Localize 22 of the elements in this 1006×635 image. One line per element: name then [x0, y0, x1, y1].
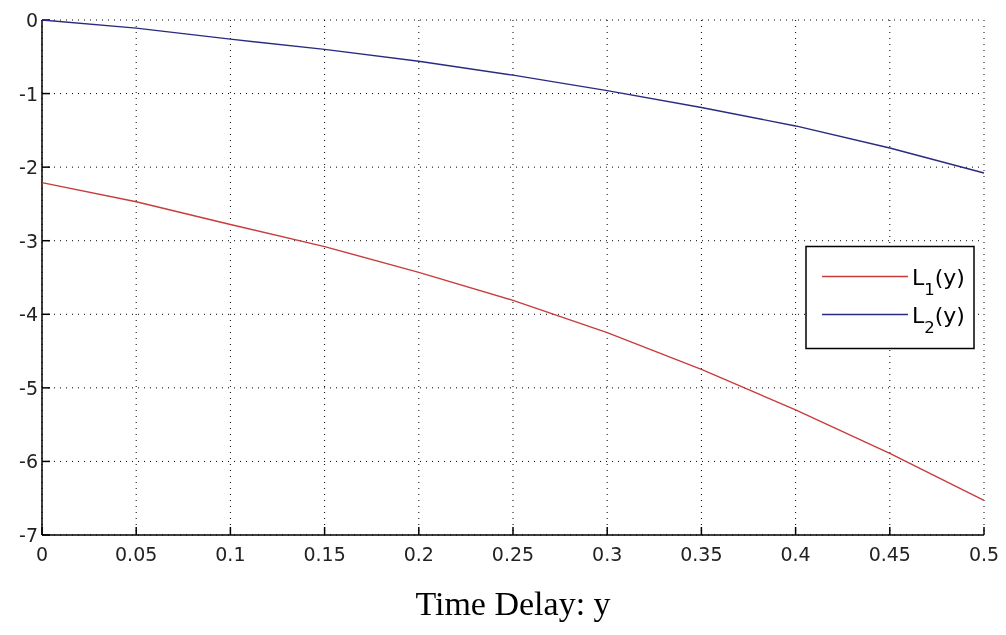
line-series — [41, 181, 985, 502]
legend-label: L$_{2}$(y) — [912, 302, 965, 336]
x-tick-label: 0.25 — [491, 543, 535, 565]
x-tick-label: 0.4 — [780, 543, 811, 565]
y-tick-label: -7 — [19, 524, 38, 546]
y-tick-label: -1 — [19, 82, 38, 105]
x-tick-label: 0.2 — [403, 543, 434, 565]
y-tick-label: 0 — [25, 9, 38, 31]
x-tick-label: 0.1 — [215, 543, 246, 565]
x-tick-label: 0.5 — [968, 543, 1000, 565]
x-tick-label: 0.15 — [303, 543, 346, 565]
y-tick-label: -4 — [19, 303, 38, 326]
x-tick-label: 0.45 — [868, 543, 911, 565]
y-tick-label: -6 — [19, 450, 38, 473]
x-tick-label: 0.35 — [680, 543, 723, 565]
legend-label: L$_{1}$(y) — [912, 264, 965, 298]
x-tick-label: 0.05 — [115, 543, 158, 565]
y-tick-label: -3 — [19, 229, 38, 252]
y-tick-label: -2 — [19, 156, 38, 179]
x-axis-title: Time Delay: y — [415, 585, 611, 622]
y-tick-label: -5 — [19, 376, 38, 399]
x-tick-label: 0.3 — [592, 543, 623, 565]
